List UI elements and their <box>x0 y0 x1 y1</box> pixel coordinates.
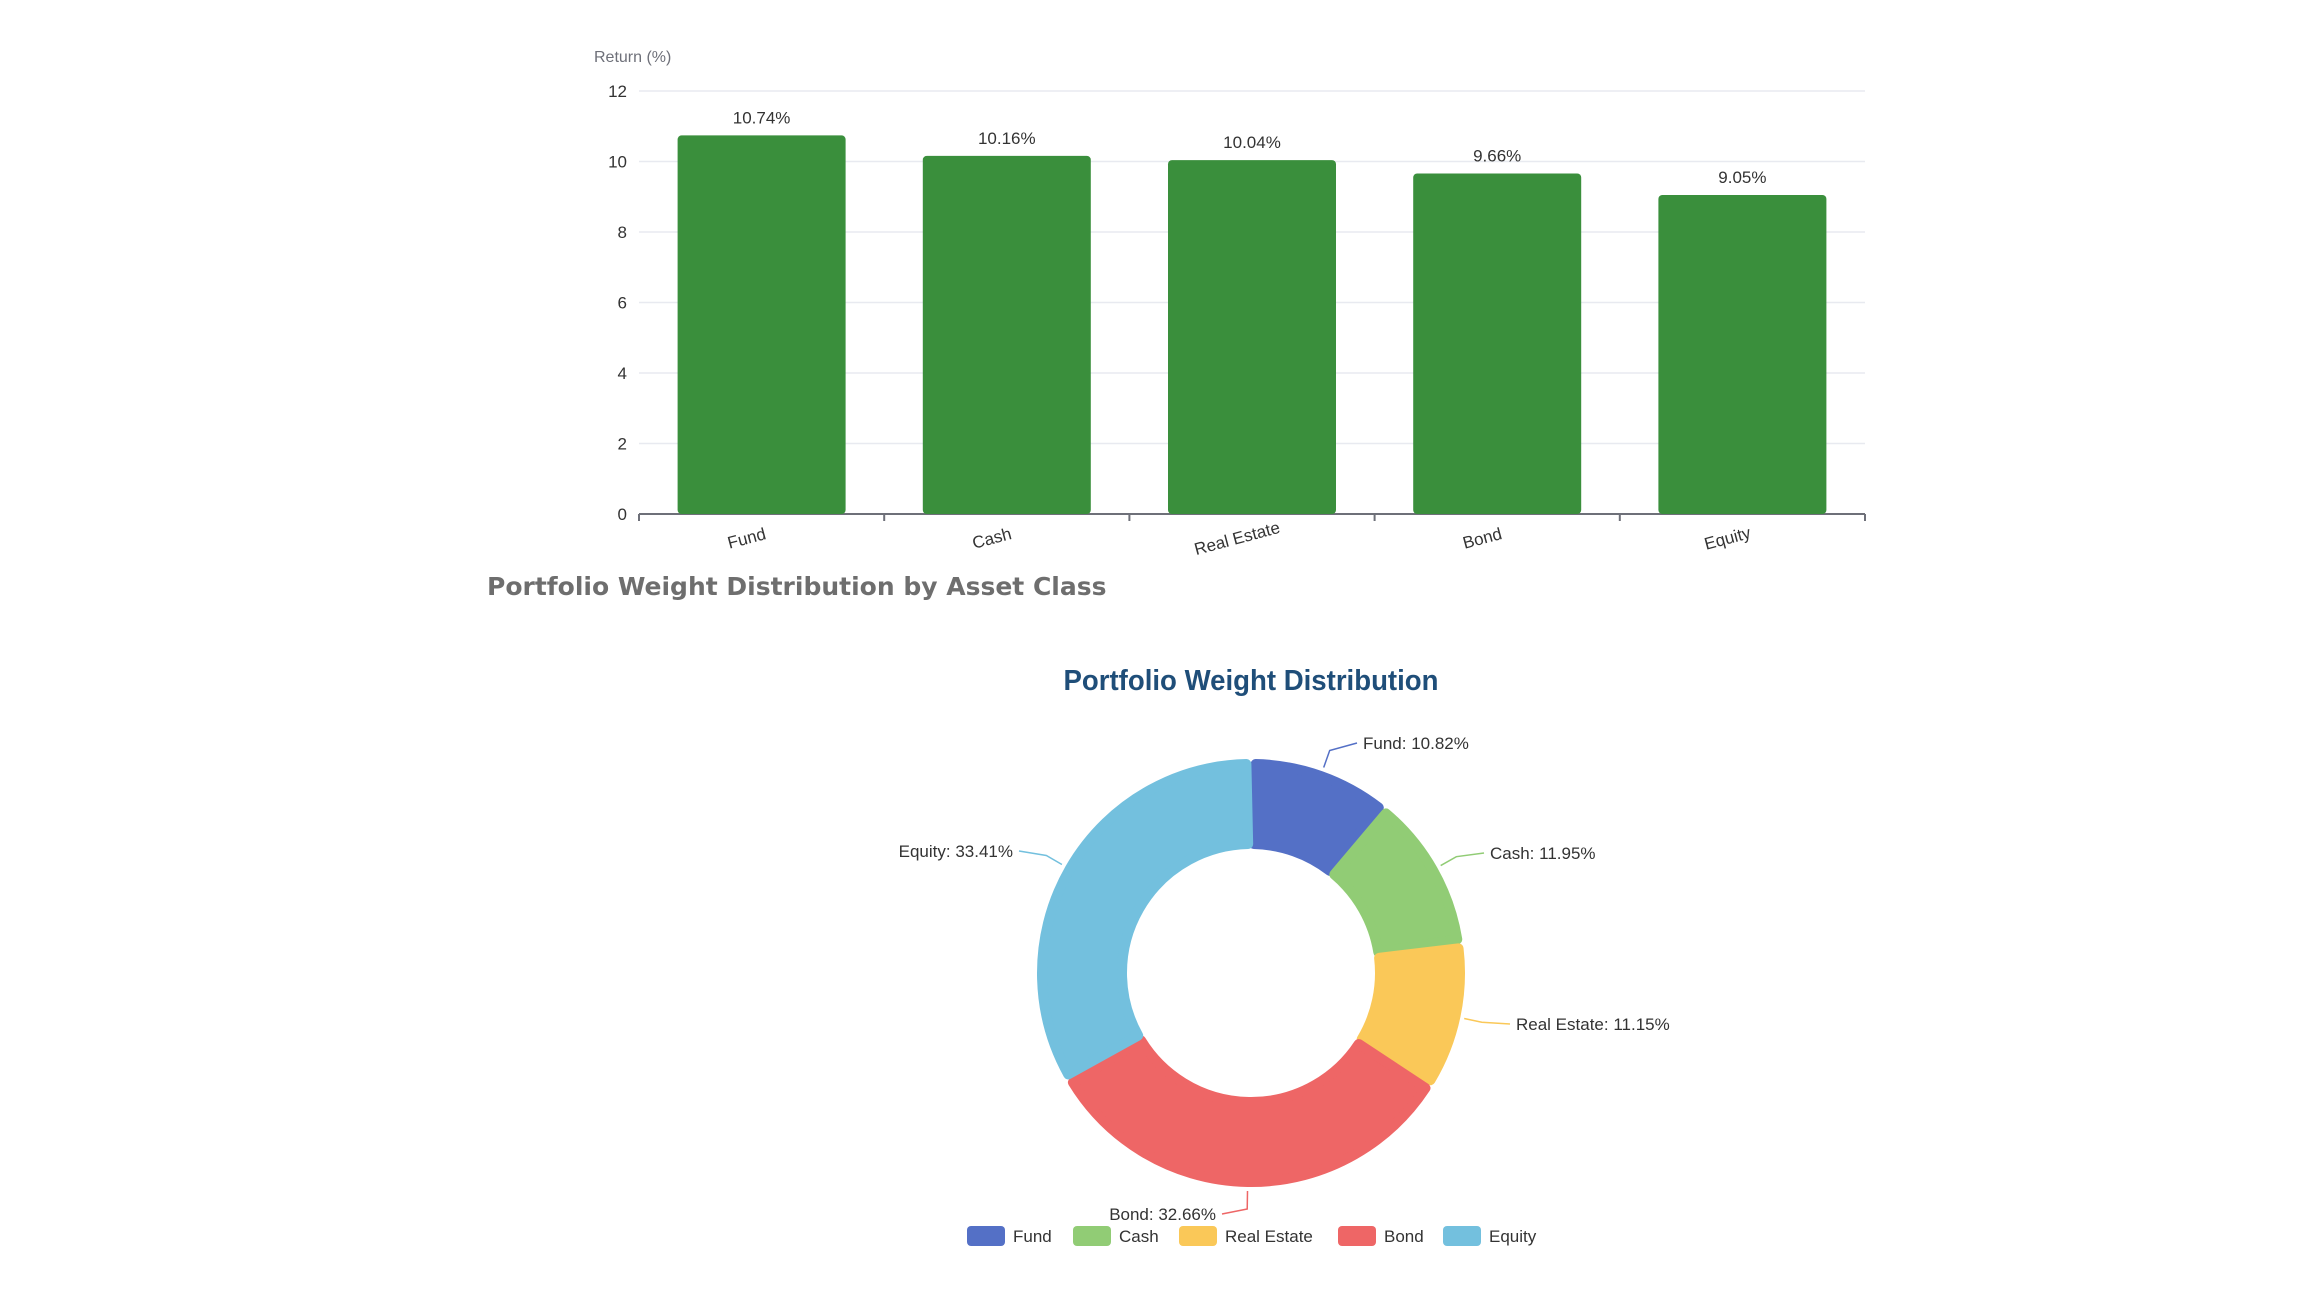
donut-slice-equity <box>1037 759 1254 1080</box>
donut-slice-fund <box>1248 759 1384 876</box>
y-tick-label: 8 <box>618 223 627 242</box>
bar-real-estate <box>1168 160 1336 514</box>
x-tick-label: Fund <box>726 524 768 552</box>
leader-line <box>1440 852 1485 867</box>
bar-fund <box>677 135 846 515</box>
legend-item-label[interactable]: Cash <box>1119 1227 1159 1246</box>
leader-line <box>1464 1017 1511 1025</box>
slice-label: Bond: 32.66% <box>1109 1205 1216 1224</box>
x-tick-label: Real Estate <box>1192 518 1282 559</box>
x-tick-label: Cash <box>970 524 1013 553</box>
slice-label: Fund: 10.82% <box>1363 734 1469 753</box>
legend-item-label[interactable]: Bond <box>1384 1227 1424 1246</box>
legend-swatch-fund[interactable] <box>967 1226 1005 1246</box>
data-label: 10.04% <box>1223 133 1281 152</box>
bar-bond <box>1413 173 1582 515</box>
section-title: Portfolio Weight Distribution by Asset C… <box>487 572 1107 601</box>
bar-equity <box>1658 194 1827 515</box>
y-tick-label: 12 <box>608 82 627 101</box>
legend-swatch-equity[interactable] <box>1443 1226 1481 1246</box>
donut-slice-real-estate <box>1356 943 1465 1086</box>
x-tick-label: Bond <box>1461 524 1504 553</box>
legend-item-label[interactable]: Real Estate <box>1225 1227 1313 1246</box>
data-label: 9.05% <box>1718 168 1766 187</box>
slice-label: Cash: 11.95% <box>1490 844 1596 863</box>
slice-label: Real Estate: 11.15% <box>1516 1015 1670 1034</box>
legend-item-label[interactable]: Fund <box>1013 1227 1052 1246</box>
bar-cash <box>922 155 1091 515</box>
slice-label: Equity: 33.41% <box>899 842 1013 861</box>
donut-slice-cash <box>1329 808 1463 958</box>
leader-line <box>1322 742 1358 768</box>
data-label: 10.16% <box>978 129 1036 148</box>
legend-swatch-real-estate[interactable] <box>1179 1226 1217 1246</box>
donut-slice-bond <box>1067 1035 1431 1187</box>
donut-title: Portfolio Weight Distribution <box>1064 665 1439 697</box>
y-tick-label: 0 <box>618 505 627 524</box>
y-tick-label: 10 <box>608 153 627 172</box>
legend-swatch-cash[interactable] <box>1073 1226 1111 1246</box>
y-axis-label: Return (%) <box>594 49 671 66</box>
legend-swatch-bond[interactable] <box>1338 1226 1376 1246</box>
leader-line <box>1221 1190 1249 1215</box>
y-tick-label: 2 <box>618 435 627 454</box>
x-tick-label: Equity <box>1702 523 1753 554</box>
data-label: 10.74% <box>733 108 791 127</box>
legend-item-label[interactable]: Equity <box>1489 1227 1537 1246</box>
data-label: 9.66% <box>1473 146 1521 165</box>
y-tick-label: 6 <box>618 294 627 313</box>
y-tick-label: 4 <box>618 364 627 383</box>
leader-line <box>1018 850 1063 866</box>
